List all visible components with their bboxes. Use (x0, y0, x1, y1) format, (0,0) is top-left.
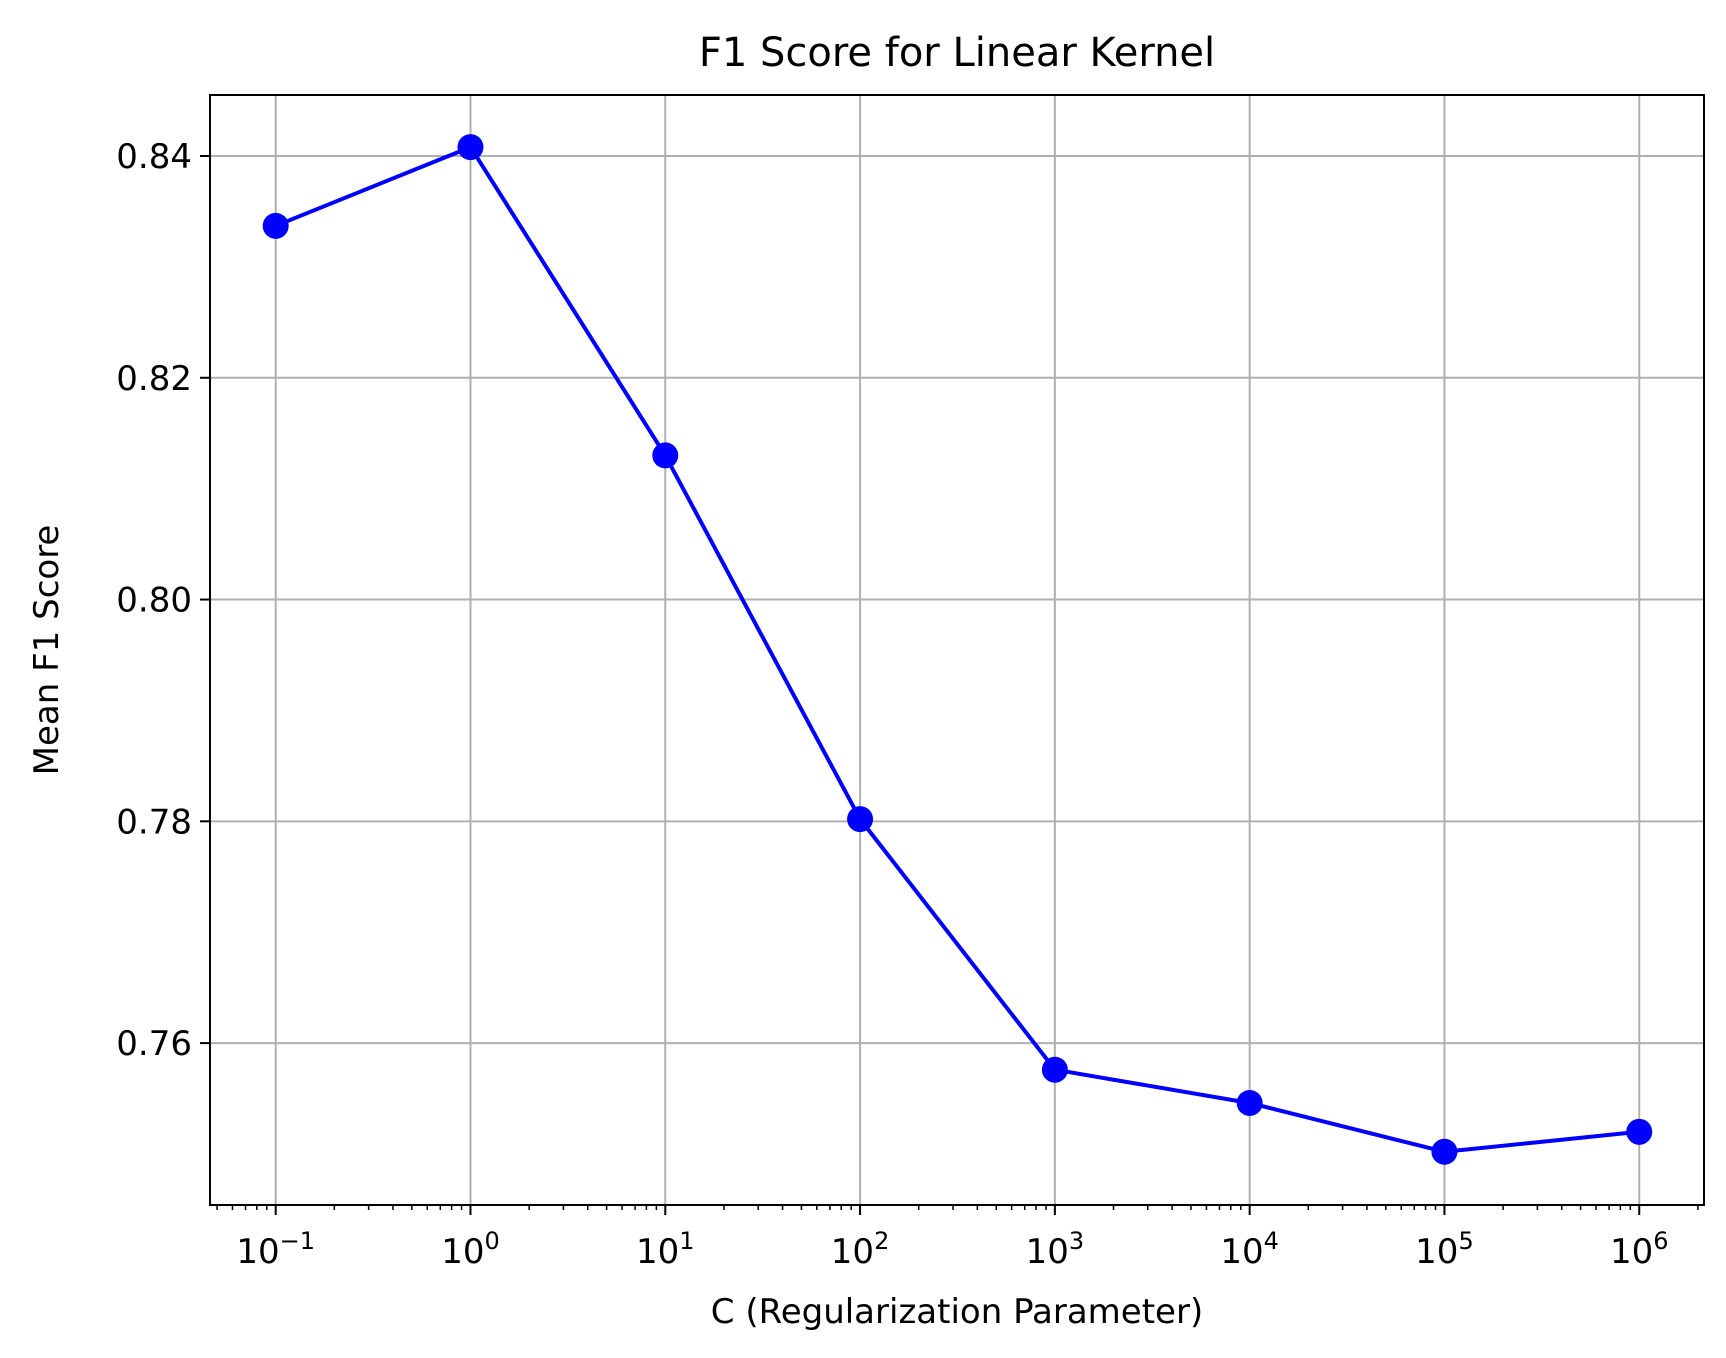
y-tick-label: 0.78 (116, 802, 192, 842)
x-tick-label: 102 (831, 1227, 890, 1272)
data-point (262, 212, 289, 239)
y-axis-label: Mean F1 Score (27, 525, 67, 776)
x-axis-label: C (Regularization Parameter) (711, 1292, 1203, 1332)
series-layer (262, 134, 1653, 1165)
x-tick-label: 105 (1415, 1227, 1474, 1272)
data-point (1626, 1118, 1653, 1145)
data-point (457, 134, 484, 161)
series-line (274, 145, 1640, 1154)
x-tick-label: 100 (441, 1227, 500, 1272)
data-point (1041, 1056, 1068, 1083)
plot-area-frame (209, 94, 1705, 1206)
tick-labels: 10−1 100 101 102 103 104 105 106 0.76 0.78 0.80 0.8… (116, 137, 1668, 1272)
data-point (1431, 1138, 1458, 1165)
grid-lines (210, 95, 1704, 1205)
x-tick-label: 10−1 (236, 1227, 315, 1272)
data-point (1236, 1089, 1263, 1116)
x-tick-label: 101 (636, 1227, 695, 1272)
y-tick-label: 0.80 (116, 581, 192, 621)
x-tick-label: 106 (1610, 1227, 1669, 1272)
y-tick-label: 0.76 (116, 1024, 192, 1064)
x-tick-label: 104 (1220, 1227, 1279, 1272)
y-tick-label: 0.84 (116, 137, 192, 177)
data-point (847, 806, 874, 833)
y-tick-label: 0.82 (116, 359, 192, 399)
data-point (652, 442, 679, 469)
x-tick-label: 103 (1026, 1227, 1085, 1272)
chart-title: F1 Score for Linear Kernel (699, 30, 1215, 76)
major-ticks (200, 154, 1641, 1215)
